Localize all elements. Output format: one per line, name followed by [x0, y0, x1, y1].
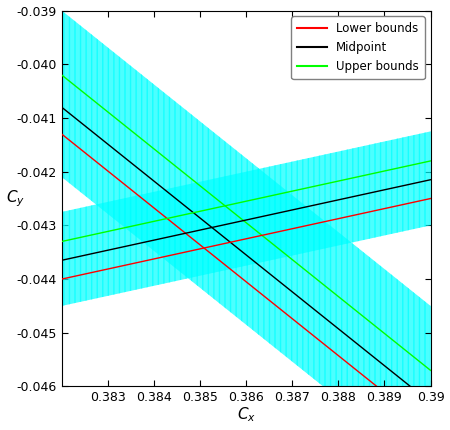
X-axis label: $C_x$: $C_x$	[237, 406, 256, 424]
Legend: Lower bounds, Midpoint, Upper bounds: Lower bounds, Midpoint, Upper bounds	[291, 16, 425, 79]
Y-axis label: $C_y$: $C_y$	[5, 188, 25, 209]
